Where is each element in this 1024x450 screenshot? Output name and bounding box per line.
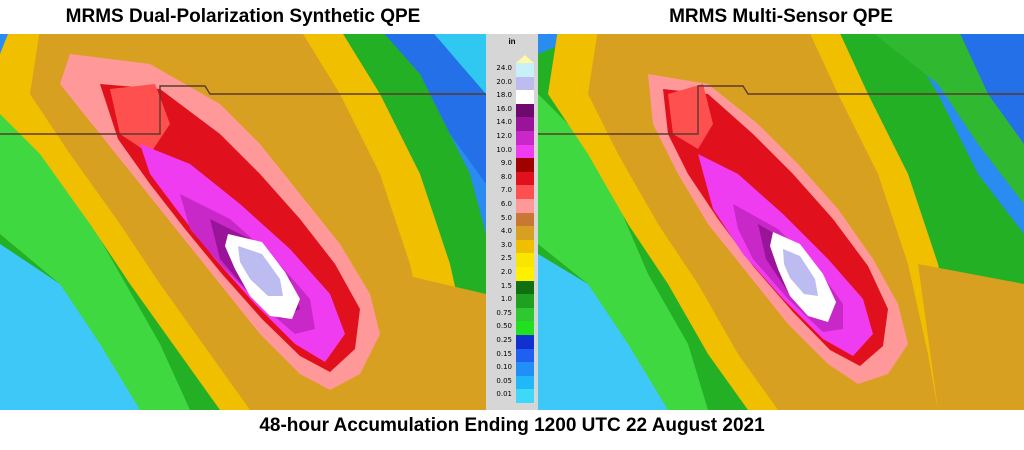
legend-bin-label: 1.5: [500, 281, 512, 290]
left-panel-title: MRMS Dual-Polarization Synthetic QPE: [65, 6, 421, 27]
legend-bin: 24.0: [486, 63, 538, 77]
legend-bin: 0.25: [486, 335, 538, 349]
legend-bin-swatch: [516, 362, 534, 376]
legend-bin: 18.0: [486, 90, 538, 104]
legend-bin-label: 2.5: [500, 254, 512, 263]
legend-bin: 0.01: [486, 389, 538, 403]
legend-bin-label: 0.01: [496, 390, 512, 399]
legend-bin-label: 7.0: [500, 186, 512, 195]
legend-bin-label: 20.0: [496, 77, 512, 86]
legend-bin-swatch: [516, 253, 534, 267]
legend-bin-label: 8.0: [500, 172, 512, 181]
legend-bin-swatch: [516, 185, 534, 199]
multi-sensor-qpe-map: [538, 34, 1024, 410]
legend-bin-label: 0.15: [496, 349, 512, 358]
legend-bin-swatch: [516, 90, 534, 104]
legend-bin: 0.15: [486, 348, 538, 363]
legend-bin: 10.0: [486, 144, 538, 159]
legend-bin: 12.0: [486, 131, 538, 145]
legend-top-arrow: [516, 55, 534, 63]
legend-bin: 16.0: [486, 103, 538, 118]
legend-bin-swatch: [516, 158, 534, 172]
legend-bin: 9.0: [486, 158, 538, 172]
legend-bin-label: 5.0: [500, 213, 512, 222]
legend-bin: 0.05: [486, 375, 538, 390]
legend-bin: 3.0: [486, 239, 538, 254]
dual-pol-qpe-map-graphic: [0, 34, 486, 410]
legend-bin-label: 0.10: [496, 363, 512, 372]
legend-bin-label: 0.05: [496, 376, 512, 385]
legend-bin-swatch: [516, 280, 534, 295]
legend-bin-swatch: [516, 199, 534, 213]
multi-sensor-qpe-map-graphic: [538, 34, 1024, 410]
legend-bin-label: 16.0: [496, 104, 512, 113]
legend-bin-label: 18.0: [496, 91, 512, 100]
legend-bin: 7.0: [486, 185, 538, 199]
legend-bin-swatch: [516, 389, 534, 403]
legend-unit-label: in: [508, 37, 516, 46]
legend-bin-swatch: [516, 76, 534, 91]
legend-bin-swatch: [516, 144, 534, 159]
legend-bin: 8.0: [486, 171, 538, 186]
legend-bin-label: 9.0: [500, 159, 512, 168]
right-panel-title: MRMS Multi-Sensor QPE: [669, 6, 893, 27]
legend-bin-swatch: [516, 375, 534, 390]
accumulation-period-caption: 48-hour Accumulation Ending 1200 UTC 22 …: [259, 415, 765, 436]
legend-bin-swatch: [516, 294, 534, 308]
legend-bin-swatch: [516, 226, 534, 240]
legend-bin-label: 4.0: [500, 227, 512, 236]
legend-bin: 2.0: [486, 267, 538, 281]
legend-bin: 0.50: [486, 321, 538, 335]
legend-bin-swatch: [516, 348, 534, 363]
legend-bin: 2.5: [486, 253, 538, 267]
legend-bin-label: 1.0: [500, 295, 512, 304]
legend-bin-swatch: [516, 321, 534, 335]
legend-bin-label: 0.50: [496, 322, 512, 331]
legend-bin-label: 24.0: [496, 64, 512, 72]
legend-bin-swatch: [516, 103, 534, 118]
legend-bin-swatch: [516, 239, 534, 254]
precip-color-legend: in 24.0 20.0 18.0 16.0 14.0 12.0 10.0 9.0 8.0 7.0…: [486, 34, 538, 410]
legend-bin-swatch: [516, 171, 534, 186]
legend-bin-swatch: [516, 63, 534, 77]
legend-bin-swatch: [516, 131, 534, 145]
legend-bin-label: 10.0: [496, 145, 512, 154]
legend-bin-label: 0.75: [496, 308, 512, 317]
legend-bin-label: 2.0: [500, 268, 512, 276]
dual-pol-qpe-map: [0, 34, 486, 410]
legend-bin-swatch: [516, 335, 534, 349]
legend-bin: 0.10: [486, 362, 538, 376]
legend-bin: 14.0: [486, 117, 538, 131]
legend-bin-swatch: [516, 307, 534, 322]
legend-bin-label: 3.0: [500, 240, 512, 249]
legend-bin: 5.0: [486, 212, 538, 227]
legend-bin-label: 6.0: [500, 200, 512, 208]
legend-bin: 0.75: [486, 307, 538, 322]
legend-bin: 6.0: [486, 199, 538, 213]
legend-bin: 4.0: [486, 226, 538, 240]
legend-bin: 1.0: [486, 294, 538, 308]
legend-bin-swatch: [516, 212, 534, 227]
legend-bin: 1.5: [486, 280, 538, 295]
legend-bin-label: 0.25: [496, 336, 512, 344]
legend-bin-label: 14.0: [496, 118, 512, 127]
legend-bin-swatch: [516, 117, 534, 131]
legend-bin: 20.0: [486, 76, 538, 91]
legend-bin-swatch: [516, 267, 534, 281]
legend-bin-label: 12.0: [496, 132, 512, 140]
